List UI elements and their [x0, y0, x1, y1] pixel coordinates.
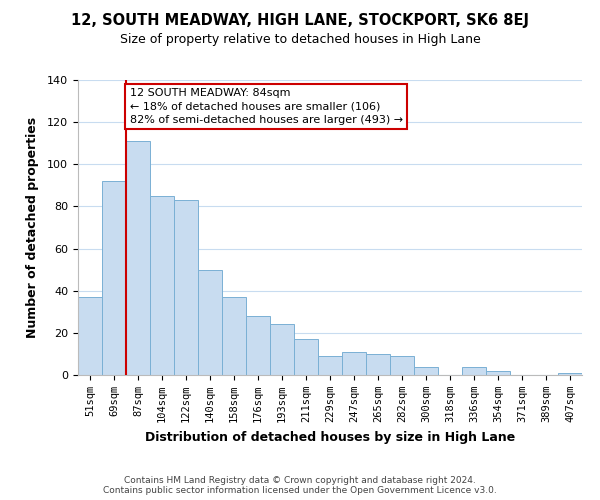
Bar: [150, 196, 174, 375]
Bar: [366, 354, 390, 375]
Bar: [78, 297, 102, 375]
Bar: [270, 324, 294, 375]
Bar: [126, 141, 150, 375]
X-axis label: Distribution of detached houses by size in High Lane: Distribution of detached houses by size …: [145, 430, 515, 444]
Bar: [294, 339, 318, 375]
Bar: [174, 200, 198, 375]
Bar: [222, 297, 246, 375]
Text: 12, SOUTH MEADWAY, HIGH LANE, STOCKPORT, SK6 8EJ: 12, SOUTH MEADWAY, HIGH LANE, STOCKPORT,…: [71, 12, 529, 28]
Bar: [414, 366, 438, 375]
Bar: [102, 181, 126, 375]
Text: 12 SOUTH MEADWAY: 84sqm
← 18% of detached houses are smaller (106)
82% of semi-d: 12 SOUTH MEADWAY: 84sqm ← 18% of detache…: [130, 88, 403, 125]
Bar: [486, 371, 510, 375]
Bar: [342, 352, 366, 375]
Bar: [390, 356, 414, 375]
Bar: [462, 366, 486, 375]
Bar: [558, 373, 582, 375]
Y-axis label: Number of detached properties: Number of detached properties: [26, 117, 39, 338]
Text: Size of property relative to detached houses in High Lane: Size of property relative to detached ho…: [119, 32, 481, 46]
Bar: [318, 356, 342, 375]
Bar: [246, 316, 270, 375]
Text: Contains HM Land Registry data © Crown copyright and database right 2024.
Contai: Contains HM Land Registry data © Crown c…: [103, 476, 497, 495]
Bar: [198, 270, 222, 375]
